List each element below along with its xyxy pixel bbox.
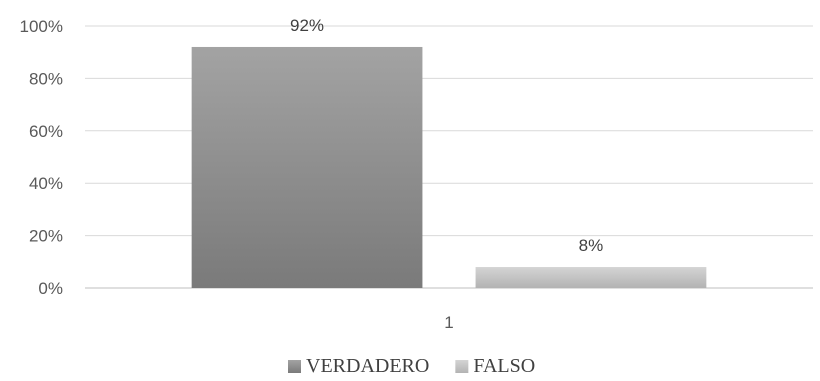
category-label: 1: [444, 313, 453, 332]
legend-item: FALSO: [455, 355, 535, 377]
y-tick-label: 20%: [29, 227, 63, 246]
legend-label: VERDADERO: [306, 355, 429, 377]
y-tick-label: 60%: [29, 122, 63, 141]
y-tick-label: 40%: [29, 174, 63, 193]
y-tick-label: 0%: [38, 279, 63, 298]
data-label-falso: 8%: [579, 236, 604, 255]
bar-verdadero: [191, 46, 423, 289]
data-label-verdadero: 92%: [290, 16, 324, 35]
y-tick-label: 80%: [29, 69, 63, 88]
bar-falso: [475, 267, 707, 288]
legend-item: VERDADERO: [288, 355, 429, 377]
y-axis-ticks: 0% 20% 40% 60% 80% 100%: [20, 17, 63, 298]
x-axis-categories: 1: [444, 313, 453, 332]
legend-label: FALSO: [473, 355, 535, 377]
legend: VERDADERO FALSO: [288, 355, 535, 377]
y-tick-label: 100%: [20, 17, 63, 36]
legend-swatch-verdadero: [288, 360, 301, 373]
data-labels: 92% 8%: [290, 16, 603, 255]
legend-swatch-falso: [455, 360, 469, 373]
bars: [191, 46, 707, 289]
